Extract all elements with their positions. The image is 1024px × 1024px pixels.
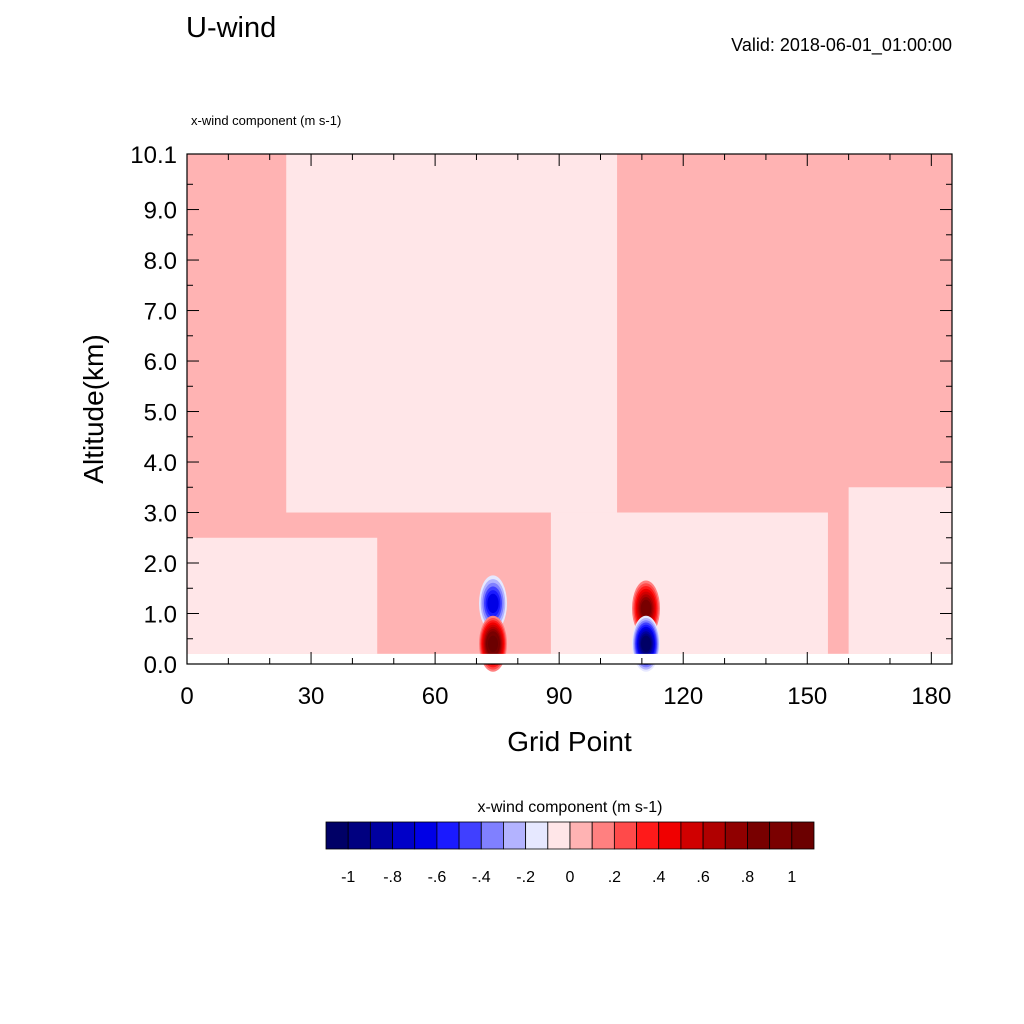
colorbar-box [480, 821, 504, 850]
colorbar-box [680, 821, 704, 850]
colorbar-box [724, 821, 748, 850]
colorbar-title: x-wind component (m s-1) [478, 799, 663, 816]
y-tick-label: 2.0 [144, 551, 177, 578]
plot-area [187, 154, 952, 672]
plot-frame [186, 153, 953, 665]
colorbar-box [392, 821, 416, 850]
field-region [848, 487, 952, 654]
y-tick-label: 3.0 [144, 501, 177, 528]
field-feature [641, 635, 651, 653]
field-region [187, 537, 378, 654]
y-tick-label: 4.0 [144, 450, 177, 477]
x-tick-label: 150 [787, 683, 827, 710]
field-feature [487, 593, 499, 614]
colorbar-tick-label: 0 [566, 869, 575, 886]
field-bottom-mask [187, 653, 952, 664]
x-axis-title: Grid Point [507, 726, 632, 757]
colorbar-box [325, 821, 349, 850]
colorbar-tick-label: -.6 [428, 869, 447, 886]
colorbar-tick-label: -.2 [516, 869, 535, 886]
colorbar-tick-label: 1 [787, 869, 796, 886]
colorbar-tick-label: .2 [608, 869, 621, 886]
colorbar-tick-label: -.8 [383, 869, 402, 886]
field-region [550, 512, 828, 654]
y-tick-label: 0.0 [144, 652, 177, 679]
x-tick-label: 180 [911, 683, 951, 710]
y-axis-title: Altitude(km) [78, 334, 109, 483]
y-tick-label: 6.0 [144, 349, 177, 376]
colorbar-box [791, 821, 815, 850]
colorbar-box [747, 821, 771, 850]
y-tick-label: 5.0 [144, 400, 177, 427]
colorbar-box [636, 821, 660, 850]
colorbar-box [414, 821, 438, 850]
colorbar-box [702, 821, 726, 850]
x-tick-label: 0 [180, 683, 193, 710]
chart-title: U-wind [186, 12, 277, 44]
colorbar-tick-label: -.4 [472, 869, 491, 886]
field-feature [488, 635, 498, 653]
colorbar-box [591, 821, 615, 850]
colorbar-box [547, 821, 571, 850]
colorbar-box [503, 821, 527, 850]
colorbar-tick-label: -1 [341, 869, 355, 886]
y-tick-label: 1.0 [144, 602, 177, 629]
x-tick-label: 60 [422, 683, 449, 710]
valid-time-label: Valid: 2018-06-01_01:00:00 [731, 35, 952, 55]
x-tick-label: 30 [298, 683, 325, 710]
colorbar-tick-label: .8 [741, 869, 754, 886]
colorbar-box [658, 821, 682, 850]
colorbar-box [613, 821, 637, 850]
field-region [286, 154, 618, 513]
y-tick-label: 7.0 [144, 299, 177, 326]
x-tick-label: 120 [663, 683, 703, 710]
colorbar-tick-label: .4 [652, 869, 665, 886]
colorbar-box [458, 821, 482, 850]
y-tick-label: 10.1 [130, 142, 177, 169]
axes: 0 30 60 90 120 150 180 0.0 1.0 2.0 3.0 4.0 5.0 6.0 7.0… [130, 142, 953, 710]
field-feature [640, 599, 652, 618]
colorbar: -1 -.8 -.6 -.4 -.2 0 .2 .4 .6 .8 1 [325, 821, 815, 886]
colorbar-box [347, 821, 371, 850]
colorbar-box [569, 821, 593, 850]
colorbar-tick-label: .6 [696, 869, 709, 886]
y-tick-label: 9.0 [144, 198, 177, 225]
colorbar-box [769, 821, 793, 850]
colorbar-box [436, 821, 460, 850]
colorbar-box [369, 821, 393, 850]
field-label: x-wind component (m s-1) [191, 113, 342, 128]
y-tick-label: 8.0 [144, 248, 177, 275]
colorbar-box [525, 821, 549, 850]
x-tick-label: 90 [546, 683, 573, 710]
